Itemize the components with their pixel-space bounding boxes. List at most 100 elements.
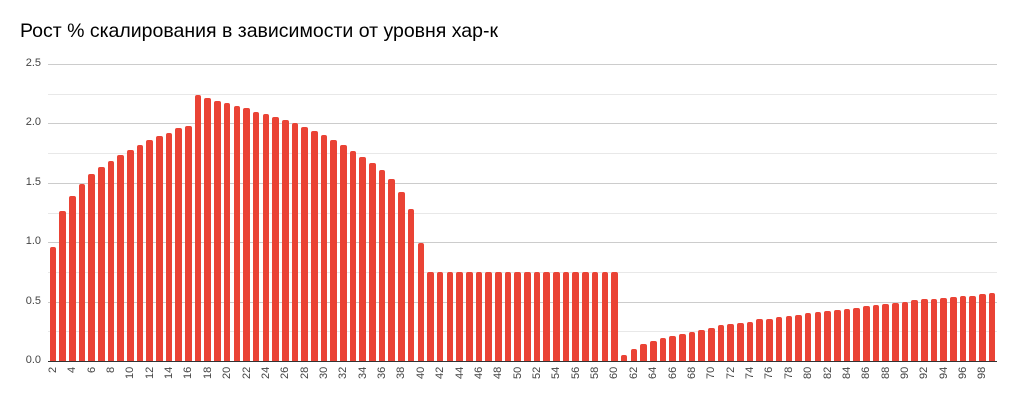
x-axis-tick-label: 42	[434, 367, 447, 380]
bar	[543, 271, 550, 361]
bar	[572, 271, 580, 361]
bar	[746, 321, 754, 361]
bar	[349, 150, 357, 361]
bar	[562, 271, 570, 361]
y-axis-tick-label: 2.5	[25, 57, 41, 69]
x-axis-tick-label: 28	[298, 367, 311, 380]
x-axis-tick-label: 10	[124, 367, 137, 380]
bar	[504, 271, 512, 361]
x-axis-tick-label: 66	[666, 367, 679, 380]
x-axis-tick-label: 78	[782, 367, 795, 380]
x-axis-tick-label: 64	[647, 367, 660, 380]
x-axis-tick-label: 30	[317, 367, 330, 380]
bar	[330, 140, 337, 361]
x-axis-tick-label: 88	[879, 367, 892, 380]
bar	[475, 271, 483, 361]
bar	[59, 211, 66, 361]
x-axis-tick-label: 36	[376, 367, 389, 380]
bar	[775, 317, 783, 361]
bar	[494, 271, 502, 361]
major-gridline	[48, 302, 997, 303]
y-axis-tick-label: 1.0	[25, 235, 41, 248]
bar	[698, 330, 705, 361]
bar	[291, 123, 299, 361]
bar	[911, 300, 918, 361]
x-axis-tick-label: 14	[163, 367, 176, 380]
bar	[862, 306, 870, 361]
bar	[843, 308, 851, 361]
bar	[107, 161, 115, 361]
bar	[252, 111, 260, 361]
x-axis-tick-label: 24	[259, 367, 272, 380]
y-axis-tick-label: 0.5	[25, 294, 41, 307]
bar	[630, 349, 638, 361]
x-axis-tick-label: 38	[395, 367, 408, 380]
bar	[485, 271, 492, 361]
major-gridline	[48, 123, 997, 124]
x-axis-tick-label: 60	[608, 367, 621, 380]
bar	[127, 149, 134, 361]
bar	[97, 167, 105, 361]
x-axis-tick-label: 94	[937, 367, 950, 380]
x-axis-tick-label: 80	[802, 367, 815, 380]
bar	[591, 271, 599, 361]
bar	[204, 98, 212, 361]
x-axis-tick-label: 16	[182, 367, 195, 380]
bar	[243, 107, 250, 361]
bar	[611, 271, 618, 361]
bar	[640, 344, 647, 361]
x-axis-tick-label: 92	[918, 367, 931, 380]
bar	[311, 130, 318, 361]
x-axis-tick-label: 32	[337, 367, 350, 380]
y-axis-tick-label: 2.0	[25, 116, 41, 129]
bar	[398, 192, 405, 361]
x-axis-tick-label: 18	[201, 367, 214, 380]
bar	[921, 299, 928, 361]
bar	[872, 305, 880, 361]
bar	[369, 162, 376, 361]
bar	[223, 103, 231, 361]
x-axis-tick-label: 50	[511, 367, 524, 380]
bar	[456, 271, 463, 361]
bar	[272, 117, 279, 361]
x-axis-tick-label: 44	[453, 367, 466, 380]
bar	[320, 135, 328, 361]
bar	[892, 302, 899, 361]
minor-gridline	[48, 272, 997, 273]
x-axis-tick-label: 98	[976, 367, 989, 380]
x-axis-tick-label: 8	[104, 367, 117, 374]
minor-gridline	[48, 213, 997, 214]
bar	[407, 208, 415, 361]
x-axis-line	[48, 361, 997, 362]
y-axis-tick-label: 1.5	[25, 175, 41, 188]
bar	[68, 195, 76, 361]
x-axis-tick-label: 70	[705, 367, 718, 380]
bar	[969, 295, 977, 361]
bar	[620, 355, 628, 361]
bar	[833, 309, 841, 361]
bar	[950, 296, 957, 361]
x-axis-tick-label: 90	[899, 367, 911, 380]
bar	[766, 319, 773, 361]
chart-title: Рост % скалирования в зависимости от уро…	[20, 20, 499, 42]
bar	[514, 271, 521, 361]
bar	[601, 271, 609, 361]
bar	[785, 315, 793, 361]
bar	[194, 94, 202, 361]
x-axis-tick-label: 68	[685, 367, 698, 380]
bar	[804, 313, 812, 361]
x-axis-tick-label: 26	[279, 367, 292, 380]
bar	[678, 333, 686, 361]
major-gridline	[48, 242, 997, 243]
x-axis-tick-label: 58	[589, 367, 602, 380]
y-axis-tick-label: 0.0	[25, 354, 41, 366]
x-axis-tick-label: 72	[724, 367, 737, 380]
bar	[756, 319, 764, 361]
minor-gridline	[48, 94, 997, 95]
major-gridline	[48, 64, 997, 65]
x-axis-tick-label: 48	[492, 367, 505, 380]
x-axis-tick-label: 40	[414, 367, 427, 380]
bar	[959, 295, 967, 361]
bar	[533, 271, 541, 361]
bar	[359, 156, 366, 361]
